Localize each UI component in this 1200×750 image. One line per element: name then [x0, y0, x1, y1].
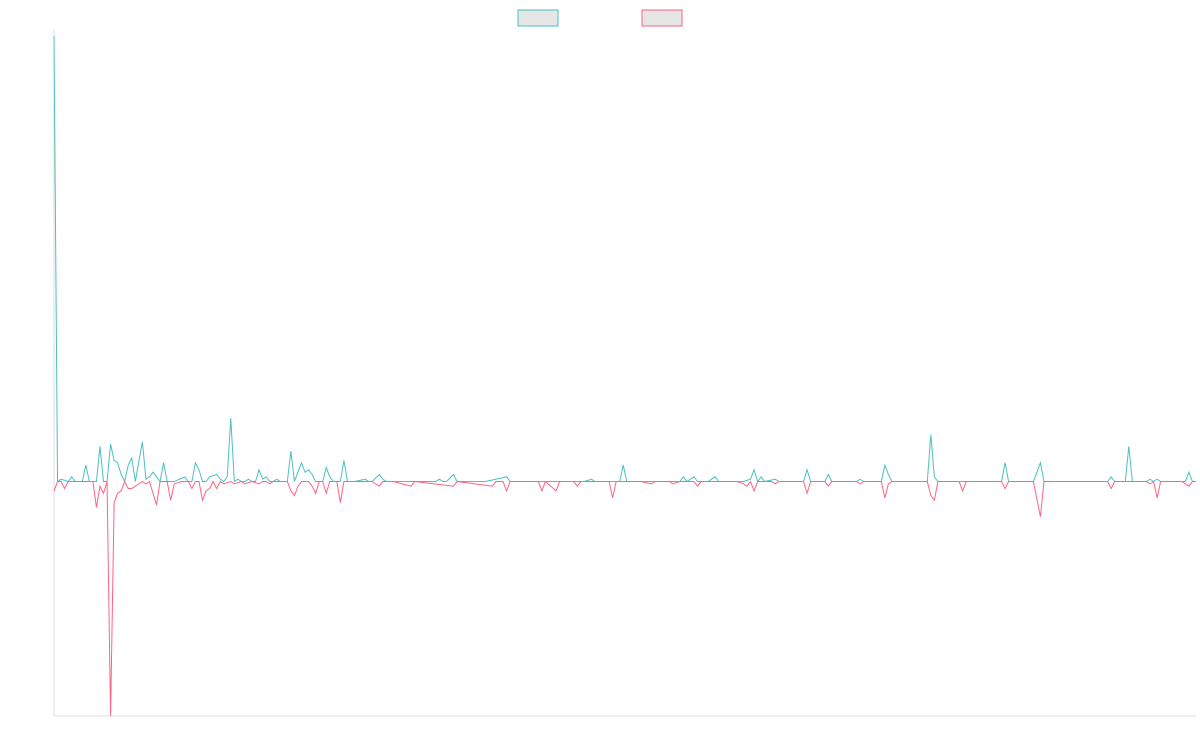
legend[interactable] [517, 9, 683, 27]
plot-area [53, 35, 1196, 717]
legend-swatch-1[interactable] [517, 9, 559, 27]
legend-swatch-2[interactable] [641, 9, 683, 27]
series-line-2[interactable] [53, 480, 1196, 717]
series-line-1[interactable] [53, 35, 1196, 484]
